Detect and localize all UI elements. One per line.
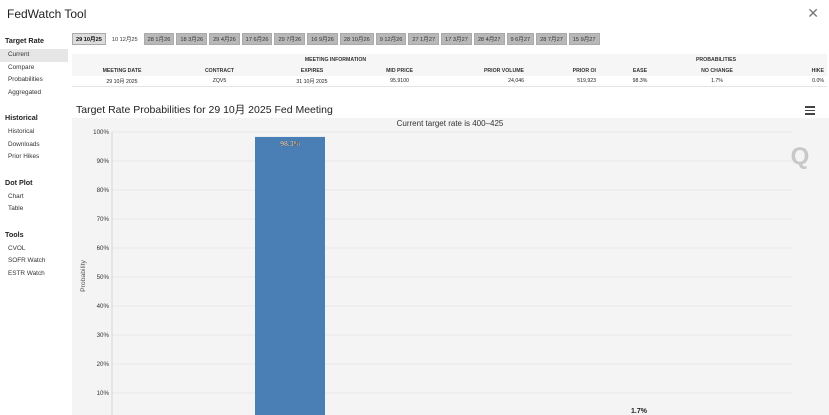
header-prior-volume: PRIOR VOLUME <box>483 67 524 74</box>
y-tick-label: 100% <box>93 129 109 136</box>
y-tick-label: 80% <box>97 187 110 194</box>
sidebar-item-cvol[interactable]: CVOL <box>8 244 26 252</box>
app-title: FedWatch Tool <box>7 7 87 21</box>
sidebar-section-dot-plot: Dot Plot Chart Table <box>0 172 68 216</box>
cell-prior-oi: 519,923 <box>577 78 596 84</box>
sidebar: Target Rate Current Compare Probabilities Ag… <box>0 30 68 415</box>
header-hike: HIKE <box>811 67 824 74</box>
header-mid-price: MID PRICE <box>386 67 413 74</box>
probabilities-group-label: PROBABILITIES <box>695 56 737 63</box>
y-tick-label: 10% <box>97 390 110 397</box>
sidebar-item-aggregated[interactable]: Aggregated <box>8 88 42 96</box>
hamburger-menu-icon[interactable] <box>805 106 815 115</box>
tab-meeting-13[interactable]: 9 6月27 <box>506 33 535 45</box>
sidebar-item-estr-watch[interactable]: ESTR Watch <box>8 269 45 277</box>
sidebar-section-target-rate: Target Rate Current Compare Probabilities Ag… <box>0 30 68 99</box>
y-tick-label: 70% <box>97 216 110 223</box>
header-no-change: NO CHANGE <box>701 67 733 74</box>
chart-area: Current target rate is 400–425 100% 90% 80%… <box>72 118 829 415</box>
y-tick-label: 30% <box>97 332 110 339</box>
cell-no-change: 1.7% <box>711 78 723 84</box>
meeting-tabs: 29 10月25 10 12月25 28 1月26 18 3月26 29 4月26 17 … <box>72 33 600 47</box>
sidebar-section-historical: Historical Historical Downloads Prior Hikes <box>0 107 68 164</box>
cell-prior-volume: 24,046 <box>508 78 524 84</box>
header-contract: CONTRACT <box>204 67 235 74</box>
bar-375-400[interactable] <box>255 136 325 415</box>
chart-title: Target Rate Probabilities for 29 10月 202… <box>76 104 333 116</box>
data-label: 1.7% <box>631 408 648 415</box>
sidebar-item-prior-hikes[interactable]: Prior Hikes <box>8 153 40 160</box>
data-label: 98.3% <box>280 141 301 148</box>
tab-meeting-6[interactable]: 29 7月26 <box>274 33 306 45</box>
tab-meeting-5[interactable]: 17 6月26 <box>241 33 273 45</box>
sidebar-item-current[interactable]: Current <box>0 49 68 62</box>
sidebar-item-compare[interactable]: Compare <box>8 63 35 71</box>
probability-chart: Current target rate is 400–425 100% 90% 80%… <box>80 119 810 415</box>
sidebar-item-table[interactable]: Table <box>8 205 24 212</box>
y-tick-label: 50% <box>97 274 110 281</box>
y-tick-label: 40% <box>97 303 110 310</box>
sidebar-heading: Dot Plot <box>5 177 33 187</box>
tab-meeting-10[interactable]: 27 1月27 <box>408 33 440 45</box>
header-meeting-date: MEETING DATE <box>102 67 142 74</box>
cell-mid-price: 95.9100 <box>390 78 409 84</box>
sidebar-item-probabilities[interactable]: Probabilities <box>8 76 43 83</box>
header-expires: EXPIRES <box>300 67 324 74</box>
table-row: 29 10月 2025 ZQV5 31 10月 2025 95.9100 24,046 5… <box>72 76 827 87</box>
sidebar-item-chart[interactable]: Chart <box>8 192 24 200</box>
meeting-info-group-label: MEETING INFORMATION <box>304 56 367 63</box>
table-column-headers: MEETING DATE CONTRACT EXPIRES MID PRICE PRIO… <box>72 65 827 76</box>
watermark-logo: Q <box>791 143 810 170</box>
tab-meeting-0[interactable]: 29 10月25 <box>72 33 106 45</box>
y-tick-label: 60% <box>97 245 110 252</box>
sidebar-heading: Tools <box>5 229 24 239</box>
tab-meeting-4[interactable]: 29 4月26 <box>209 33 240 45</box>
y-tick-label: 20% <box>97 361 110 368</box>
chart-subtitle: Current target rate is 400–425 <box>397 119 504 128</box>
cell-expires: 31 10月 2025 <box>296 78 328 85</box>
meeting-info-table: MEETING INFORMATION PROBABILITIES MEETIN… <box>72 54 827 87</box>
sidebar-item-sofr-watch[interactable]: SOFR Watch <box>8 257 46 264</box>
tab-meeting-15[interactable]: 15 9月27 <box>568 33 600 45</box>
y-axis-label: Probability <box>80 260 87 292</box>
tab-meeting-3[interactable]: 18 3月26 <box>176 33 208 45</box>
close-icon[interactable]: ✕ <box>807 5 819 21</box>
cell-meeting-date: 29 10月 2025 <box>106 78 138 85</box>
sidebar-heading: Historical <box>5 113 38 122</box>
y-tick-label: 90% <box>97 158 110 165</box>
tab-meeting-9[interactable]: 9 12月26 <box>375 33 407 45</box>
tab-meeting-8[interactable]: 28 10月26 <box>339 33 374 45</box>
tab-meeting-11[interactable]: 17 3月27 <box>441 33 472 45</box>
title-bar: FedWatch Tool ✕ <box>0 0 829 28</box>
sidebar-item-historical[interactable]: Historical <box>8 128 35 135</box>
tab-meeting-1[interactable]: 10 12月25 <box>107 33 142 45</box>
sidebar-item-downloads[interactable]: Downloads <box>8 140 40 148</box>
cell-contract: ZQV5 <box>212 78 227 84</box>
header-prior-oi: PRIOR OI <box>572 67 596 74</box>
table-group-header-row: MEETING INFORMATION PROBABILITIES <box>72 54 827 65</box>
tab-meeting-14[interactable]: 28 7月27 <box>536 33 567 45</box>
tab-meeting-12[interactable]: 28 4月27 <box>473 33 505 45</box>
cell-hike: 0.0% <box>812 78 824 84</box>
tab-meeting-7[interactable]: 16 9月26 <box>307 33 338 45</box>
cell-ease: 98.3% <box>632 78 648 84</box>
tab-meeting-2[interactable]: 28 1月26 <box>143 33 175 45</box>
sidebar-heading: Target Rate <box>5 36 45 45</box>
header-ease: EASE <box>632 67 648 74</box>
sidebar-section-tools: Tools CVOL SOFR Watch ESTR Watch <box>0 224 68 281</box>
